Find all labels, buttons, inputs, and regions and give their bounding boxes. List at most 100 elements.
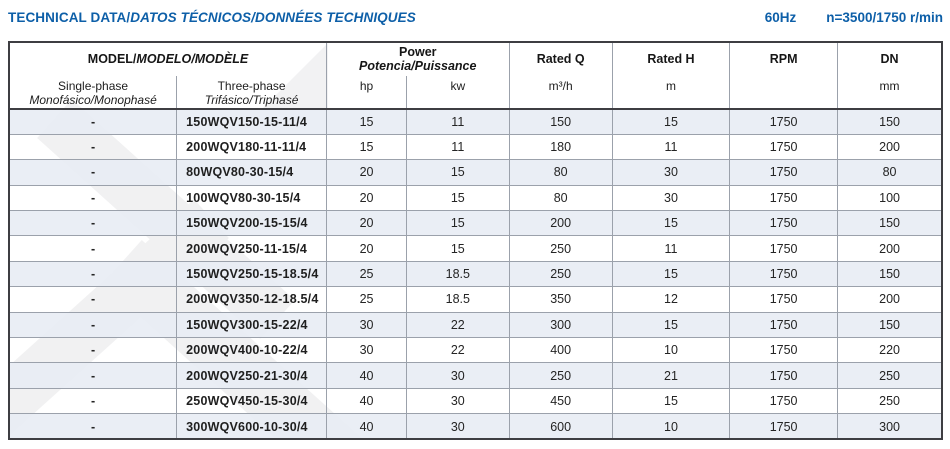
three-phase-en: Three-phase	[217, 79, 286, 93]
cell-power-hp: 40	[326, 387, 407, 414]
power-label-translation: Potencia/Puissance	[359, 59, 477, 73]
cell-single-phase: -	[10, 159, 177, 186]
cell-three-phase-model: 200WQV250-11-15/4	[176, 235, 327, 262]
cell-single-phase: -	[10, 311, 177, 338]
cell-rated-h: 30	[611, 159, 730, 186]
cell-rated-h: 11	[611, 235, 730, 262]
speed-label: n=3500/1750 r/min	[826, 9, 943, 25]
cell-power-kw: 22	[406, 311, 509, 338]
cell-single-phase: -	[10, 260, 177, 287]
single-phase-en: Single-phase	[58, 79, 129, 93]
cell-rpm: 1750	[729, 387, 838, 414]
cell-dn: 100	[837, 184, 941, 211]
cell-rated-q: 350	[508, 286, 613, 313]
table-row: -250WQV450-15-30/4 40 30 450 15 1750 250	[10, 387, 941, 414]
cell-rpm: 1750	[729, 235, 838, 262]
table-row: -150WQV300-15-22/4 30 22 300 15 1750 150	[10, 311, 941, 338]
cell-power-hp: 20	[326, 235, 407, 262]
cell-rated-h: 15	[611, 387, 730, 414]
cell-power-hp: 25	[326, 260, 407, 287]
cell-rated-h: 15	[611, 311, 730, 338]
cell-rated-h: 12	[611, 286, 730, 313]
column-header-rated-h: Rated H	[611, 43, 730, 76]
column-group-power: Power Potencia/Puissance	[326, 43, 509, 76]
cell-rated-q: 250	[508, 362, 613, 389]
table-row: -200WQV250-21-30/4 40 30 250 21 1750 250	[10, 362, 941, 389]
unit-hp: hp	[326, 76, 407, 110]
unit-kw: kw	[406, 76, 509, 110]
cell-rated-h: 21	[611, 362, 730, 389]
cell-three-phase-model: 200WQV250-21-30/4	[176, 362, 327, 389]
cell-single-phase: -	[10, 235, 177, 262]
table-row: -200WQV400-10-22/4 30 22 400 10 1750 220	[10, 337, 941, 363]
cell-power-hp: 40	[326, 362, 407, 389]
three-phase-translation: Trifásico/Triphasé	[204, 93, 299, 108]
cell-dn: 150	[837, 260, 941, 287]
cell-power-hp: 20	[326, 210, 407, 236]
cell-rated-q: 80	[508, 159, 613, 186]
cell-three-phase-model: 150WQV200-15-15/4	[176, 210, 327, 236]
cell-single-phase: -	[10, 286, 177, 313]
cell-power-kw: 11	[406, 109, 509, 135]
cell-single-phase: -	[10, 413, 177, 438]
cell-single-phase: -	[10, 133, 177, 160]
cell-rpm: 1750	[729, 286, 838, 313]
single-phase-translation: Monofásico/Monophasé	[29, 93, 157, 108]
table-row: -200WQV350-12-18.5/4 25 18.5 350 12 1750 200	[10, 286, 941, 313]
cell-rated-q: 600	[508, 413, 613, 438]
cell-three-phase-model: 250WQV450-15-30/4	[176, 387, 327, 414]
column-header-three-phase: Three-phase Trifásico/Triphasé	[176, 76, 327, 110]
cell-single-phase: -	[10, 337, 177, 363]
cell-power-hp: 20	[326, 159, 407, 186]
power-label-main: Power	[399, 44, 437, 59]
table-row: -200WQV180-11-11/4 15 11 180 11 1750 200	[10, 133, 941, 160]
cell-dn: 150	[837, 311, 941, 338]
cell-three-phase-model: 150WQV150-15-11/4	[176, 109, 327, 135]
cell-rpm: 1750	[729, 362, 838, 389]
cell-three-phase-model: 150WQV250-15-18.5/4	[176, 260, 327, 287]
cell-power-hp: 40	[326, 413, 407, 438]
cell-dn: 80	[837, 159, 941, 186]
cell-rpm: 1750	[729, 159, 838, 186]
cell-power-kw: 15	[406, 184, 509, 211]
cell-rated-h: 15	[611, 260, 730, 287]
cell-three-phase-model: 300WQV600-10-30/4	[176, 413, 327, 438]
table-row: -150WQV150-15-11/4 15 11 150 15 1750 150	[10, 109, 941, 135]
frequency-label: 60Hz	[764, 9, 797, 25]
cell-rated-h: 10	[611, 337, 730, 363]
cell-power-kw: 30	[406, 362, 509, 389]
cell-power-hp: 15	[326, 133, 407, 160]
title-specs: 60Hz n=3500/1750 r/min	[765, 10, 943, 25]
cell-power-kw: 15	[406, 235, 509, 262]
cell-dn: 200	[837, 133, 941, 160]
cell-three-phase-model: 150WQV300-15-22/4	[176, 311, 327, 338]
cell-rated-q: 200	[508, 210, 613, 236]
cell-power-kw: 30	[406, 387, 509, 414]
cell-rpm: 1750	[729, 184, 838, 211]
column-header-rpm: RPM	[729, 43, 838, 76]
unit-rated-q: m³/h	[508, 76, 613, 110]
cell-rpm: 1750	[729, 133, 838, 160]
header-group-row: MODEL/MODELO/MODÈLE Power Potencia/Puiss…	[10, 43, 941, 76]
cell-three-phase-model: 200WQV400-10-22/4	[176, 337, 327, 363]
cell-rated-h: 10	[611, 413, 730, 438]
column-header-dn: DN	[837, 43, 941, 76]
table-row: -100WQV80-30-15/4 20 15 80 30 1750 100	[10, 184, 941, 211]
cell-rated-q: 80	[508, 184, 613, 211]
table-body: -150WQV150-15-11/4 15 11 150 15 1750 150-200WQ…	[10, 109, 941, 438]
cell-rated-h: 15	[611, 109, 730, 135]
table-row: -150WQV200-15-15/4 20 15 200 15 1750 150	[10, 210, 941, 236]
cell-rated-q: 300	[508, 311, 613, 338]
cell-single-phase: -	[10, 109, 177, 135]
cell-power-kw: 11	[406, 133, 509, 160]
cell-single-phase: -	[10, 387, 177, 414]
table-row: -200WQV250-11-15/4 20 15 250 11 1750 200	[10, 235, 941, 262]
unit-rated-h: m	[611, 76, 730, 110]
cell-rated-h: 15	[611, 210, 730, 236]
cell-power-hp: 20	[326, 184, 407, 211]
cell-rated-h: 30	[611, 184, 730, 211]
cell-rpm: 1750	[729, 337, 838, 363]
cell-rpm: 1750	[729, 210, 838, 236]
column-header-rated-q: Rated Q	[508, 43, 613, 76]
